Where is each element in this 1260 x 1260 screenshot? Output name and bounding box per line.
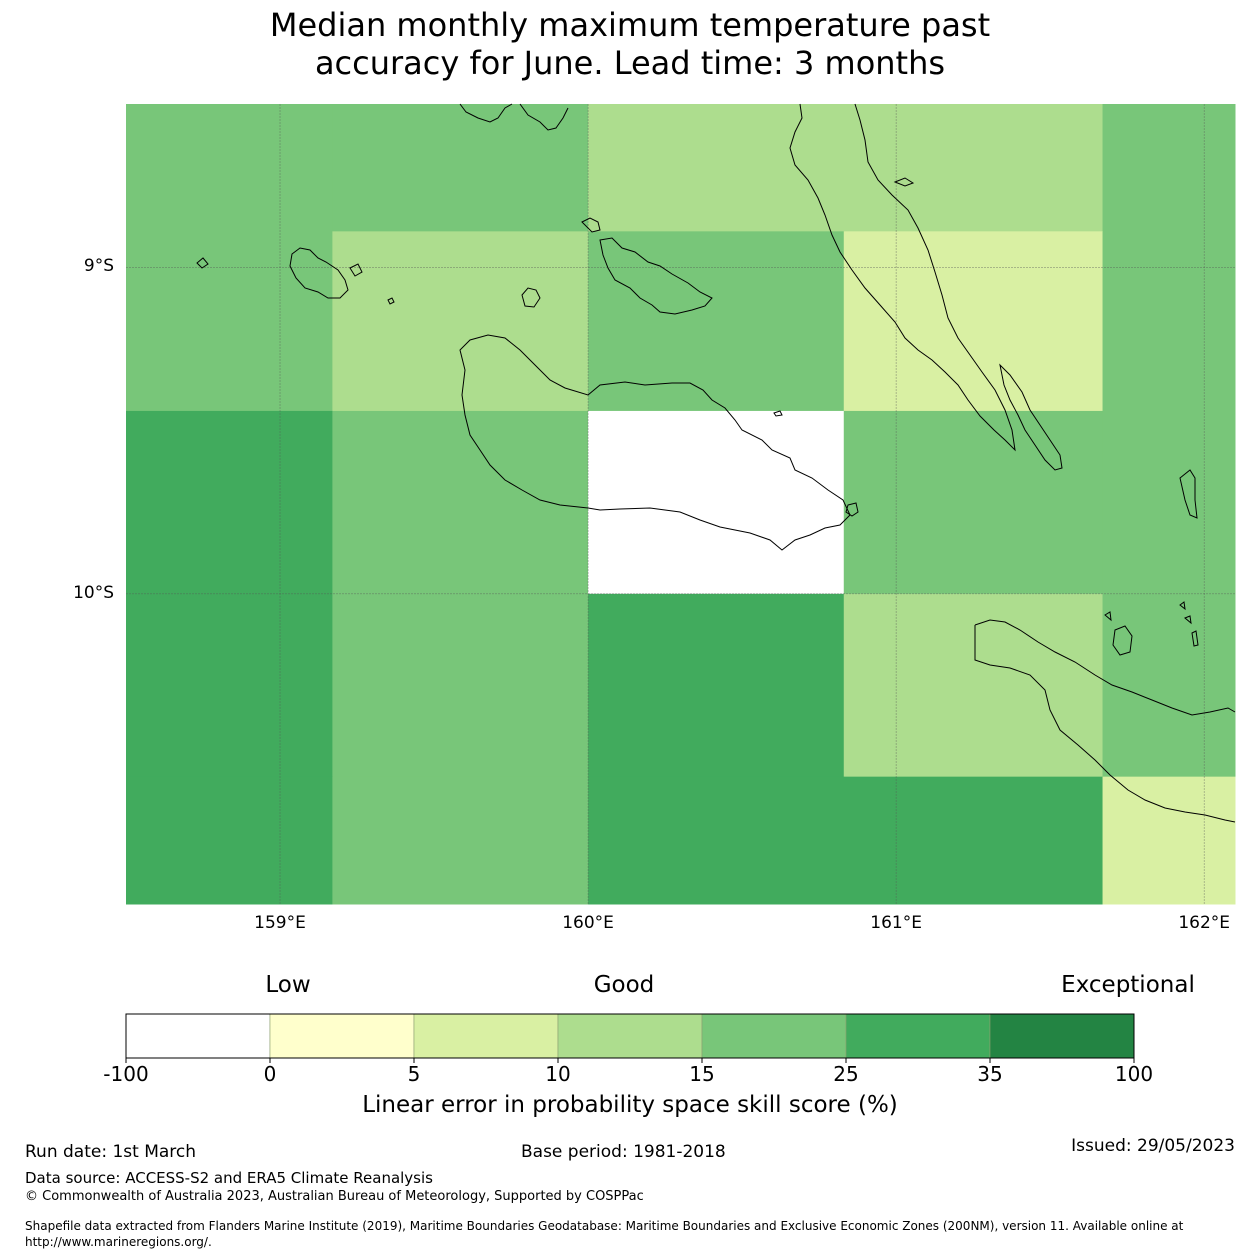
coastline-new-georgia — [459, 103, 569, 131]
copyright: © Commonwealth of Australia 2023, Austra… — [25, 1189, 644, 1204]
grid-cell-r1-c3 — [843, 231, 1104, 412]
colorbar-tick-label: 35 — [977, 1062, 1003, 1086]
coastline-islet — [387, 297, 395, 305]
grid-cell-r2-c2 — [588, 410, 845, 595]
legend-exceptional: Exceptional — [1061, 972, 1195, 998]
shapefile-credit-2: http://www.marineregions.org/. — [25, 1235, 212, 1249]
coastline-islet — [581, 217, 601, 233]
colorbar-bin — [845, 1013, 991, 1059]
coastline-makira — [974, 619, 1236, 823]
lon-tick-label: 160°E — [562, 913, 614, 933]
grid-cell-r4-c2 — [588, 776, 845, 905]
grid-cell-r2-c4 — [1102, 410, 1236, 595]
grid-cell-r2-c0 — [126, 410, 333, 595]
grid-cell-r0-c3 — [843, 104, 1104, 232]
colorbar-frame — [125, 1013, 1135, 1059]
colorbar-bin — [269, 1013, 415, 1059]
coastline-islet — [1179, 469, 1198, 519]
shapefile-credit-1: Shapefile data extracted from Flanders M… — [25, 1219, 1184, 1233]
coastlines — [196, 103, 1236, 823]
coastline-santa-isabel — [789, 103, 1016, 452]
run-date: Run date: 1st March — [25, 1142, 197, 1162]
colorbar-bin — [701, 1013, 847, 1059]
coastline-guadalcanal — [459, 334, 851, 551]
legend-good: Good — [593, 972, 655, 998]
title-line-1: Median monthly maximum temperature past — [269, 6, 991, 44]
colorbar-bin — [989, 1013, 1135, 1059]
coastline-islet — [1191, 630, 1199, 647]
grid-cell-r2-c3 — [843, 410, 1104, 595]
grid-cell-r1-c1 — [332, 231, 589, 412]
grid-cell-r0-c0 — [126, 104, 333, 232]
grid-cell-r4-c3 — [843, 776, 1104, 905]
colorbar-tick-label: 100 — [1114, 1062, 1154, 1086]
coastline-islet — [1112, 625, 1133, 656]
coastline-islet — [1179, 601, 1186, 611]
colorbar-tick-label: -100 — [103, 1062, 149, 1086]
colorbar-tick-label: 10 — [545, 1062, 571, 1086]
colorbar-bin — [557, 1013, 703, 1059]
chart-title: Median monthly maximum temperature past … — [0, 6, 1260, 82]
grid-cell-r1-c4 — [1102, 231, 1236, 412]
grid-cell-r3-c3 — [843, 593, 1104, 778]
grid-cell-r1-c2 — [588, 231, 845, 412]
colorbar — [125, 1013, 1135, 1063]
coastline-russell-islands — [289, 247, 349, 299]
lon-tick-label: 161°E — [870, 913, 922, 933]
grid-cell-r3-c4 — [1102, 593, 1236, 778]
skill-grid — [126, 104, 1236, 905]
grid-cell-r3-c1 — [332, 593, 589, 778]
colorbar-tick-label: 15 — [689, 1062, 715, 1086]
coastline-malaita — [999, 363, 1063, 471]
grid-cell-r1-c0 — [126, 231, 333, 412]
colorbar-bin — [413, 1013, 559, 1059]
coastline-islet — [893, 177, 915, 187]
legend-low: Low — [265, 972, 311, 998]
grid-cell-r4-c0 — [126, 776, 333, 905]
colorbar-tick-label: 5 — [407, 1062, 421, 1086]
grid-cell-r3-c0 — [126, 593, 333, 778]
grid-cell-r4-c4 — [1102, 776, 1236, 905]
lon-tick-label: 162°E — [1178, 913, 1231, 933]
coastline-islet — [1184, 615, 1192, 625]
grid-cell-r0-c1 — [332, 104, 589, 232]
grid-cell-r2-c1 — [332, 410, 589, 595]
coastline-florida-islands — [599, 237, 713, 315]
coastline-islet — [349, 263, 363, 277]
grid-cell-r0-c4 — [1102, 104, 1236, 232]
grid-cell-r3-c2 — [588, 593, 845, 778]
coastline-islet — [773, 410, 783, 417]
issued-date: Issued: 29/05/2023 — [1071, 1136, 1235, 1156]
colorbar-tick-label: 0 — [263, 1062, 277, 1086]
data-source: Data source: ACCESS-S2 and ERA5 Climate … — [25, 1169, 433, 1187]
colorbar-bin — [125, 1013, 271, 1059]
colorbar-label: Linear error in probability space skill … — [362, 1092, 898, 1118]
graticule — [126, 104, 1235, 904]
lon-tick-label: 159°E — [254, 913, 306, 933]
coastline-islet — [845, 502, 859, 517]
coastline-islet — [196, 257, 209, 269]
coastline-islet — [521, 287, 541, 308]
coastline-islet — [1104, 611, 1112, 622]
lat-tick-label: 10°S — [73, 582, 114, 603]
base-period: Base period: 1981-2018 — [521, 1142, 726, 1162]
grid-cell-r0-c2 — [588, 104, 845, 232]
lat-tick-label: 9°S — [83, 256, 114, 277]
colorbar-tick-label: 25 — [833, 1062, 859, 1086]
title-line-2: accuracy for June. Lead time: 3 months — [314, 44, 946, 82]
grid-cell-r4-c1 — [332, 776, 589, 905]
